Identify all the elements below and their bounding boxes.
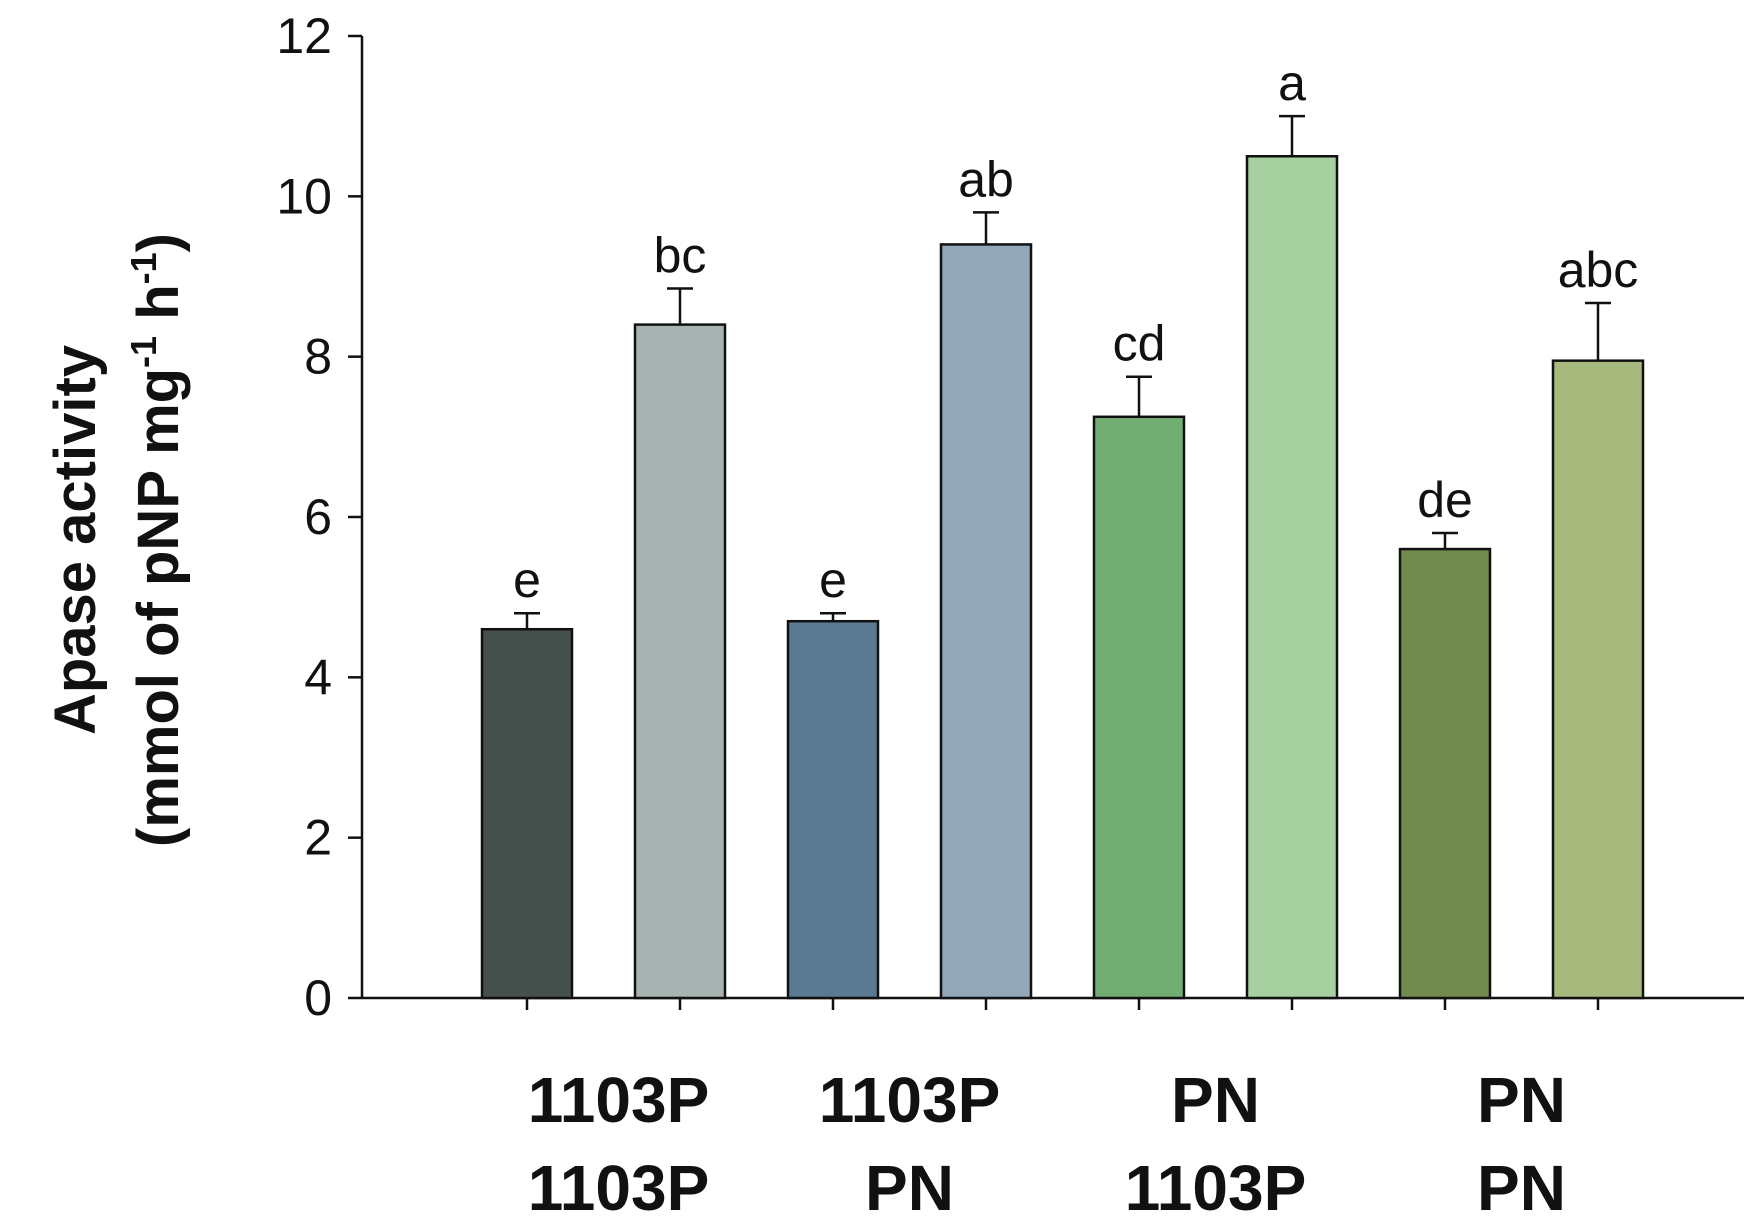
y-axis-title: Apase activity — [43, 345, 108, 735]
bar — [1092, 415, 1186, 1000]
y-tick-label: 12 — [276, 8, 332, 64]
significance-letter: e — [513, 552, 541, 608]
y-axis-units-pre: (mmol of pNP mg — [126, 368, 191, 847]
y-tick-label: 2 — [304, 810, 332, 866]
bar — [1245, 155, 1339, 1000]
significance-letter: e — [819, 552, 847, 608]
significance-letter: abc — [1558, 242, 1639, 298]
group-label-line1: PN — [1171, 1064, 1260, 1136]
bar — [633, 323, 727, 1000]
y-tick-label: 10 — [276, 168, 332, 224]
y-axis-units: (mmol of pNP mg-1 h-1) — [123, 233, 191, 847]
y-tick-label: 4 — [304, 649, 332, 705]
y-axis-units-post: ) — [126, 233, 191, 252]
group-label-line2: PN — [1477, 1152, 1566, 1222]
bars — [480, 114, 1645, 1000]
y-axis-units-sup2: -1 — [123, 252, 164, 284]
labels: e bc e ab cd a de abc 1103P 1103P 1103P PN PN 1103P PN… — [513, 55, 1638, 1222]
y-tick-label: 8 — [304, 329, 332, 385]
axes: 0 2 4 6 8 10 12 — [276, 8, 1744, 1026]
y-tick-label: 0 — [304, 970, 332, 1026]
significance-letter: cd — [1113, 316, 1166, 372]
significance-letter: bc — [654, 228, 707, 284]
y-axis-units-sup1: -1 — [123, 336, 164, 368]
bar — [1398, 547, 1492, 1000]
bar — [1551, 359, 1645, 1000]
y-axis-units-mid: h — [126, 284, 191, 336]
group-label-line1: 1103P — [528, 1064, 710, 1136]
significance-letter: a — [1278, 55, 1306, 111]
y-tick-label: 6 — [304, 489, 332, 545]
bar — [939, 243, 1033, 1000]
bar — [480, 627, 574, 1000]
group-label-line1: PN — [1477, 1064, 1566, 1136]
group-label-line1: 1103P — [819, 1064, 1001, 1136]
bar — [786, 619, 880, 1000]
significance-letter: ab — [958, 151, 1014, 207]
significance-letter: de — [1417, 472, 1473, 528]
y-axis-title-line1: Apase activity — [43, 345, 108, 735]
group-label-line2: PN — [865, 1152, 954, 1222]
group-label-line2: 1103P — [1125, 1152, 1307, 1222]
group-label-line2: 1103P — [528, 1152, 710, 1222]
